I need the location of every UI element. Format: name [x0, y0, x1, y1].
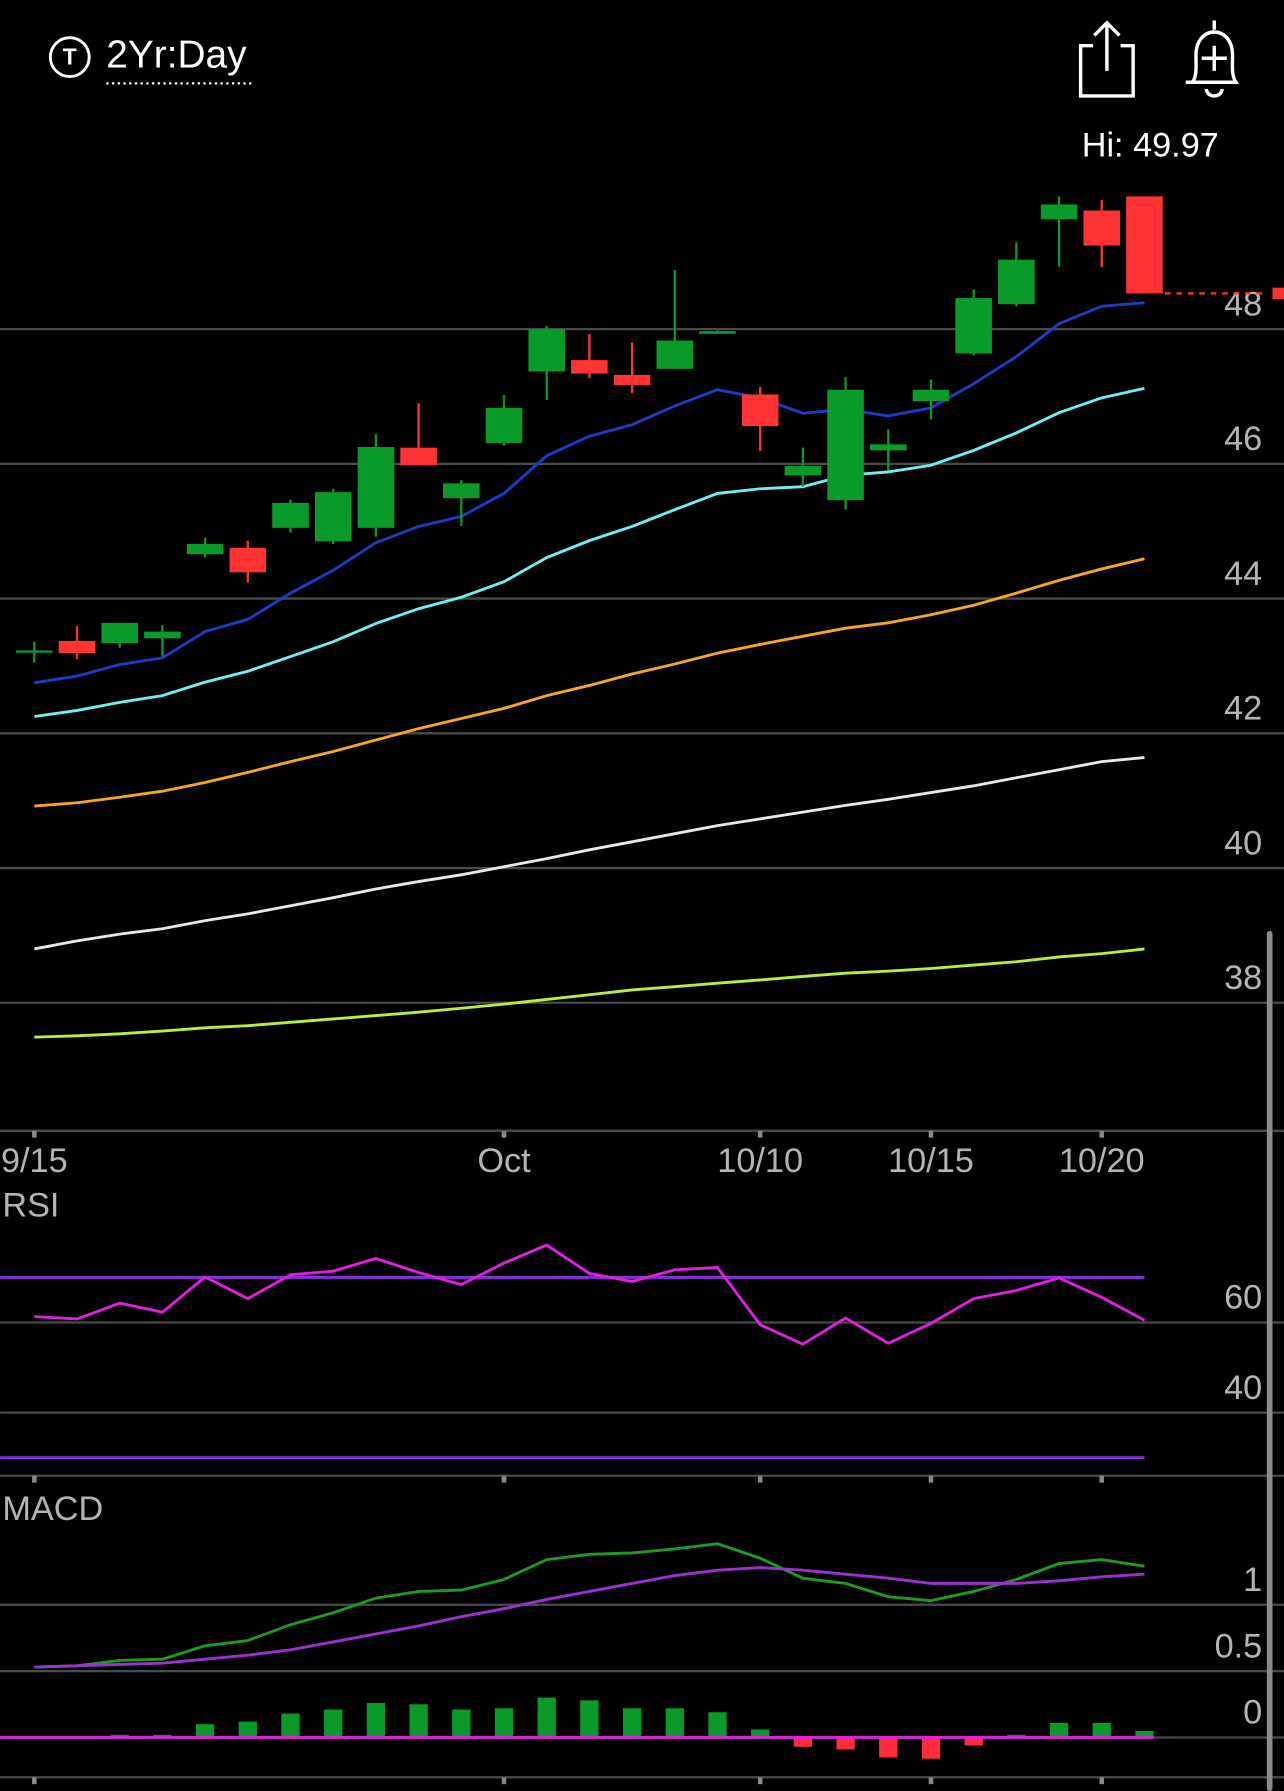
- high-label: Hi: 49.97: [1082, 126, 1219, 164]
- scrollbar: [1266, 930, 1273, 1791]
- candle-body: [186, 544, 224, 555]
- symbol-button[interactable]: T: [48, 36, 91, 78]
- candle-body: [1083, 210, 1121, 246]
- indicator-line: [34, 1243, 1146, 1346]
- panel-title: RSI: [2, 1186, 59, 1224]
- alert-button[interactable]: [1185, 20, 1240, 98]
- y-tick-label: 44: [1224, 555, 1262, 593]
- candle-body: [400, 447, 437, 466]
- histogram-bar: [879, 1737, 898, 1758]
- macd-line: [34, 1566, 1145, 1669]
- x-tick-label: 9/15: [1, 1142, 68, 1180]
- moving-average-line: [34, 557, 1145, 808]
- bell-plus: [1201, 45, 1227, 71]
- histogram-bar: [452, 1709, 471, 1738]
- histogram-bar: [1135, 1730, 1154, 1738]
- candle-body: [314, 492, 352, 542]
- histogram-bar: [324, 1709, 343, 1738]
- y-tick-label: 46: [1224, 420, 1262, 458]
- histogram-bar: [537, 1697, 556, 1738]
- y-tick-label: 1: [1243, 1561, 1262, 1599]
- y-tick-label: 0.5: [1215, 1627, 1263, 1665]
- histogram-bar: [281, 1713, 300, 1738]
- candle-body: [912, 389, 950, 402]
- candle-body: [16, 650, 53, 653]
- symbol-icon-letter: T: [63, 43, 77, 69]
- symbol-icon: [48, 36, 91, 78]
- candle-body: [528, 329, 565, 372]
- moving-average-line: [34, 947, 1145, 1039]
- histogram-bar: [580, 1700, 599, 1738]
- candle-body: [571, 360, 608, 374]
- candle-body: [827, 389, 864, 501]
- histogram-bar: [366, 1702, 386, 1738]
- x-tick-label: 10/20: [1059, 1142, 1145, 1180]
- candle-body: [741, 394, 779, 427]
- moving-average-line: [34, 386, 1145, 718]
- histogram-bar: [238, 1721, 257, 1738]
- candle-body: [101, 622, 139, 644]
- candle-body: [443, 483, 480, 499]
- histogram-bar: [1049, 1722, 1069, 1738]
- histogram-bar: [793, 1737, 813, 1747]
- last-price-marker: [1272, 287, 1284, 300]
- histogram-bar: [836, 1737, 855, 1750]
- y-tick-label: 42: [1224, 690, 1262, 728]
- candle-body: [613, 374, 651, 386]
- histogram-bar: [494, 1708, 514, 1738]
- share-icon-arrow: [1093, 20, 1121, 71]
- candle-body: [1126, 196, 1163, 294]
- candle-body: [656, 340, 694, 369]
- x-tick-label: 10/10: [717, 1142, 803, 1180]
- interval-selector[interactable]: 2Yr:Day: [106, 33, 247, 76]
- y-tick-label: 48: [1224, 285, 1262, 323]
- candle-body: [784, 465, 822, 476]
- candle-body: [144, 631, 181, 639]
- candle-body: [229, 548, 267, 573]
- y-tick-label: 38: [1224, 959, 1262, 997]
- y-tick-label: 60: [1224, 1279, 1262, 1317]
- share-button[interactable]: [1078, 20, 1135, 98]
- candle-body: [58, 641, 96, 654]
- y-tick-label: 0: [1243, 1694, 1262, 1732]
- candle-body: [869, 444, 907, 451]
- macd-line: [34, 1542, 1145, 1669]
- candle-body: [485, 407, 523, 443]
- histogram-bar: [622, 1708, 642, 1738]
- y-tick-label: 40: [1224, 824, 1262, 862]
- candle-body: [955, 298, 992, 354]
- histogram-bar: [751, 1729, 770, 1738]
- candle-body: [699, 331, 736, 334]
- candle-body: [1040, 204, 1078, 220]
- candle-body: [998, 259, 1035, 305]
- histogram-bar: [195, 1724, 215, 1738]
- x-tick-label: 10/15: [888, 1142, 974, 1180]
- moving-average-line: [34, 756, 1145, 951]
- histogram-bar: [1092, 1722, 1111, 1738]
- share-icon-box: [1078, 43, 1135, 98]
- candle-body: [272, 502, 309, 528]
- moving-average-line: [34, 301, 1145, 685]
- histogram-bar: [708, 1712, 727, 1738]
- histogram-bar: [964, 1737, 983, 1746]
- panel-title: MACD: [2, 1490, 103, 1528]
- x-tick-label: Oct: [477, 1142, 531, 1180]
- histogram-bar: [921, 1737, 941, 1759]
- candle-body: [357, 446, 395, 528]
- y-tick-label: 40: [1224, 1369, 1262, 1407]
- histogram-bar: [665, 1708, 684, 1738]
- histogram-bar: [409, 1704, 428, 1738]
- bell-icon: [1185, 20, 1240, 98]
